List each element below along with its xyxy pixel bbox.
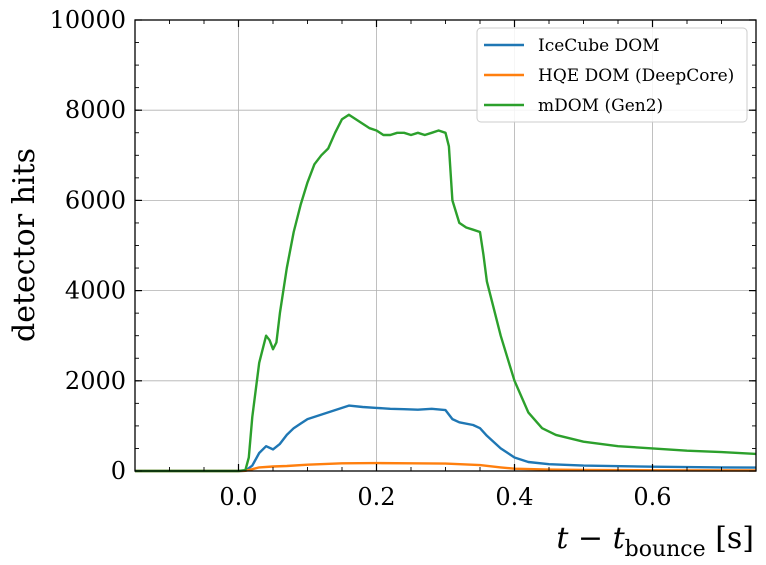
x-tick-label: 0.4 — [495, 483, 533, 511]
legend-entry: HQE DOM (DeepCore) — [538, 66, 734, 86]
axis-ticks: 0.0 0.2 0.4 0.6 0 2000 4000 6000 8000 10000 — [50, 6, 757, 511]
x-tick-label: 0.6 — [633, 483, 671, 511]
x-axis-label-main: t − t — [556, 521, 625, 556]
legend: IceCube DOM HQE DOM (DeepCore) mDOM (Gen2) — [476, 27, 748, 123]
legend-box — [476, 27, 748, 123]
series-line-2 — [135, 113, 757, 473]
y-tick-label: 0 — [111, 457, 126, 485]
x-tick-label: 0.2 — [357, 483, 395, 511]
series-line-0 — [135, 404, 757, 473]
x-axis-label-unit: [s] — [706, 521, 754, 556]
y-tick-label: 6000 — [65, 186, 126, 214]
legend-entry: mDOM (Gen2) — [538, 96, 663, 116]
plot-lines — [135, 113, 757, 473]
y-tick-label: 10000 — [50, 6, 126, 34]
y-tick-label: 2000 — [65, 367, 126, 395]
x-tick-label: 0.0 — [219, 483, 257, 511]
legend-entry: IceCube DOM — [538, 36, 660, 56]
x-axis-label: t − tbounce [s] — [556, 521, 754, 562]
x-axis-label-sub: bounce — [625, 537, 706, 562]
y-axis-label: detector hits — [7, 148, 42, 342]
y-tick-label: 8000 — [65, 96, 126, 124]
y-tick-label: 4000 — [65, 277, 126, 305]
